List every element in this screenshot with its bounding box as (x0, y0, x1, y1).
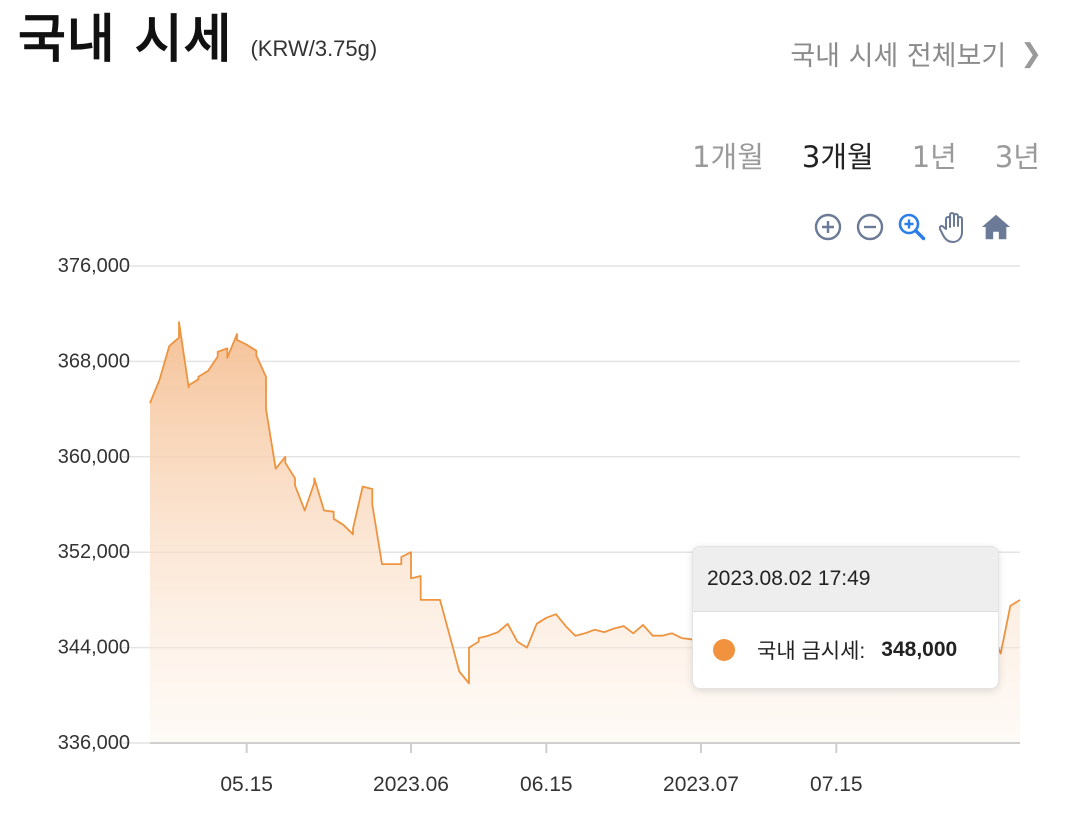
chart-toolbar (812, 210, 1012, 244)
tooltip-datetime: 2023.08.02 17:49 (693, 547, 998, 612)
range-tab-3m[interactable]: 3개월 (801, 140, 874, 174)
range-tab-1m[interactable]: 1개월 (692, 140, 764, 174)
x-tick-label: 07.15 (810, 773, 863, 796)
unit-label: (KRW/3.75g) (250, 36, 378, 61)
tooltip-series-label: 국내 금시세: (757, 640, 866, 663)
y-tick-label: 360,000 (58, 446, 130, 468)
x-axis (150, 742, 1020, 753)
chevron-right-icon: ❯ (1020, 38, 1042, 69)
zoom-out-icon[interactable] (854, 210, 886, 244)
pan-hand-icon[interactable] (938, 210, 970, 244)
series-area (150, 322, 1020, 743)
zoom-in-icon[interactable] (812, 210, 844, 244)
y-tick-label: 376,000 (58, 255, 130, 277)
range-tab-3y[interactable]: 3년 (994, 140, 1040, 174)
x-tick-label: 05.15 (220, 773, 273, 796)
tooltip-value: 348,000 (881, 638, 958, 661)
range-tabs: 1개월 3개월 1년 3년 (692, 134, 1040, 176)
tooltip-body: 국내 금시세: 348,000 (693, 612, 998, 688)
y-tick-label: 336,000 (58, 732, 130, 754)
x-tick-label: 06.15 (520, 773, 573, 796)
chart-tooltip: 2023.08.02 17:49 국내 금시세: 348,000 (692, 546, 999, 689)
axis-labels: 336,000 344,000 352,000 360,000 368,000 376,0… (58, 255, 863, 796)
view-all-label: 국내 시세 전체보기 (790, 41, 1007, 72)
range-tab-1y[interactable]: 1년 (911, 140, 957, 174)
x-tick-label: 2023.06 (373, 773, 449, 796)
home-icon[interactable] (980, 210, 1012, 244)
y-tick-label: 352,000 (58, 541, 130, 563)
series-color-dot (713, 639, 735, 661)
page-title: 국내 시세 (18, 10, 233, 70)
y-tick-label: 344,000 (58, 637, 130, 659)
chart-header: 국내 시세 (KRW/3.75g) (18, 14, 377, 66)
y-tick-label: 368,000 (58, 350, 130, 372)
view-all-link[interactable]: 국내 시세 전체보기 ❯ (790, 34, 1042, 73)
x-tick-label: 2023.07 (663, 773, 739, 796)
magnifier-icon[interactable] (896, 210, 928, 244)
